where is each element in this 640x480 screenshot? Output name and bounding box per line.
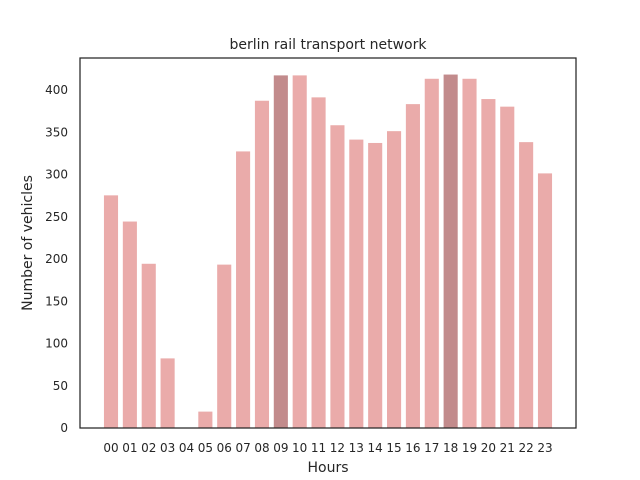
x-tick-21: 21 [500, 441, 515, 455]
x-tick-01: 01 [122, 441, 137, 455]
x-tick-15: 15 [386, 441, 401, 455]
x-axis-label: Hours [307, 460, 348, 476]
bar-05 [197, 410, 214, 429]
bar-11 [310, 96, 327, 429]
bar-16 [404, 103, 421, 429]
x-tick-06: 06 [217, 441, 232, 455]
x-tick-09: 09 [273, 441, 288, 455]
y-tick-150: 150 [45, 294, 68, 308]
bar-14 [367, 141, 384, 429]
y-tick-0: 0 [60, 421, 68, 435]
bar-12 [329, 124, 346, 429]
bar-23 [536, 172, 554, 429]
bar-21 [499, 105, 516, 429]
chart-title: berlin rail transport network [230, 37, 428, 53]
x-tick-18: 18 [443, 441, 458, 455]
y-tick-400: 400 [45, 83, 68, 97]
bar-17 [423, 77, 440, 429]
y-tick-labels: 0 50 100 150 200 250 300 350 400 [45, 83, 68, 435]
x-tick-07: 07 [235, 441, 250, 455]
bar-07 [235, 150, 252, 429]
bar-01 [121, 220, 138, 429]
bar-20 [480, 98, 497, 429]
x-tick-19: 19 [462, 441, 477, 455]
y-tick-200: 200 [45, 252, 68, 266]
x-tick-04: 04 [179, 441, 194, 455]
bar-13 [348, 138, 365, 429]
bar-09 [272, 74, 289, 429]
y-tick-50: 50 [53, 379, 68, 393]
x-tick-10: 10 [292, 441, 307, 455]
bar-06 [216, 263, 233, 429]
bar-00 [102, 194, 120, 429]
y-tick-250: 250 [45, 210, 68, 224]
bar-03 [159, 357, 176, 429]
y-tick-300: 300 [45, 168, 68, 182]
x-tick-02: 02 [141, 441, 156, 455]
x-tick-22: 22 [518, 441, 533, 455]
y-tick-100: 100 [45, 337, 68, 351]
bar-08 [253, 99, 271, 429]
x-tick-03: 03 [160, 441, 175, 455]
x-tick-16: 16 [405, 441, 420, 455]
x-tick-05: 05 [198, 441, 213, 455]
bar-19 [461, 77, 478, 429]
bar-22 [518, 141, 535, 429]
bars-group [102, 73, 554, 429]
plot-frame [79, 57, 577, 429]
bar-18 [442, 73, 459, 429]
x-tick-00: 00 [103, 441, 118, 455]
bar-15 [386, 130, 403, 429]
x-tick-11: 11 [311, 441, 326, 455]
x-tick-labels: 00 01 02 03 04 05 06 07 08 09 10 11 12 13 14 15 16 17 18 19… [103, 441, 552, 455]
y-axis-label: Number of vehicles [20, 175, 36, 311]
x-tick-20: 20 [481, 441, 496, 455]
x-tick-12: 12 [330, 441, 345, 455]
y-tick-350: 350 [45, 125, 68, 139]
bar-10 [291, 74, 308, 429]
x-tick-14: 14 [368, 441, 383, 455]
x-tick-17: 17 [424, 441, 439, 455]
bar-02 [140, 262, 157, 429]
x-tick-23: 23 [537, 441, 552, 455]
x-tick-13: 13 [349, 441, 364, 455]
x-tick-08: 08 [254, 441, 269, 455]
